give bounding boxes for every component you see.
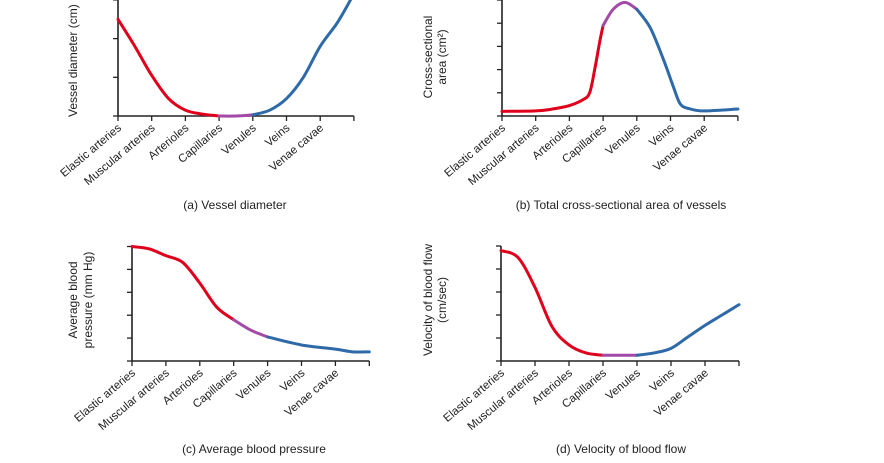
curve-segment-veins bbox=[266, 335, 371, 354]
x-tick-label: Veins bbox=[647, 122, 676, 149]
x-tick-label: Veins bbox=[263, 122, 292, 149]
curve-segment-arteries bbox=[116, 17, 221, 118]
y-axis-label: pressure (mm Hg) bbox=[81, 252, 95, 349]
x-tick-label: Venules bbox=[604, 367, 643, 403]
x-tick-label: Venules bbox=[234, 367, 273, 403]
curve-segment-capillaries bbox=[217, 113, 255, 118]
chart-caption: (b) Total cross-sectional area of vessel… bbox=[516, 198, 727, 212]
curve-segment-capillaries bbox=[232, 318, 270, 339]
y-axis-label: Vessel diameter (cm) bbox=[66, 4, 80, 117]
curve-segment-veins bbox=[251, 0, 353, 117]
curve-segment-arteries bbox=[130, 245, 236, 322]
curve-segment-capillaries bbox=[601, 0, 639, 28]
y-axis-label: (cm/sec) bbox=[435, 277, 449, 323]
curve-segment-veins bbox=[635, 7, 740, 113]
x-tick-label: Veins bbox=[278, 367, 307, 394]
x-tick-label: Venules bbox=[604, 122, 643, 158]
curve-segment-arteries bbox=[499, 249, 605, 357]
y-axis-label: area (cm²) bbox=[435, 29, 449, 84]
x-tick-label: Venules bbox=[220, 122, 259, 158]
chart-caption: (d) Velocity of blood flow bbox=[556, 442, 686, 456]
y-axis-label: Velocity of blood flow bbox=[421, 244, 435, 356]
curve-segment-arteries bbox=[500, 24, 605, 113]
y-axis-label: Average blood bbox=[66, 261, 80, 338]
chart-caption: (c) Average blood pressure bbox=[182, 442, 326, 456]
y-axis-label: Cross-sectional bbox=[421, 16, 435, 99]
curve-segment-veins bbox=[635, 303, 741, 357]
x-tick-label: Veins bbox=[648, 367, 677, 394]
chart-caption: (a) Vessel diameter bbox=[183, 198, 286, 212]
